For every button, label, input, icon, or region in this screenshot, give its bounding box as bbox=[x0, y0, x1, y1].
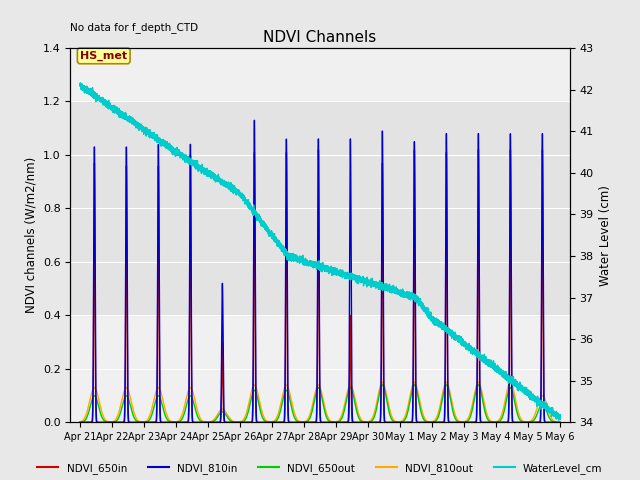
Text: HS_met: HS_met bbox=[80, 51, 127, 61]
Bar bbox=[70, 101, 570, 315]
Y-axis label: Water Level (cm): Water Level (cm) bbox=[599, 185, 612, 286]
Y-axis label: NDVI channels (W/m2/nm): NDVI channels (W/m2/nm) bbox=[24, 157, 37, 313]
Legend: NDVI_650in, NDVI_810in, NDVI_650out, NDVI_810out, WaterLevel_cm: NDVI_650in, NDVI_810in, NDVI_650out, NDV… bbox=[33, 459, 607, 478]
Text: No data for f_depth_CTD: No data for f_depth_CTD bbox=[70, 22, 198, 33]
Title: NDVI Channels: NDVI Channels bbox=[264, 30, 376, 46]
